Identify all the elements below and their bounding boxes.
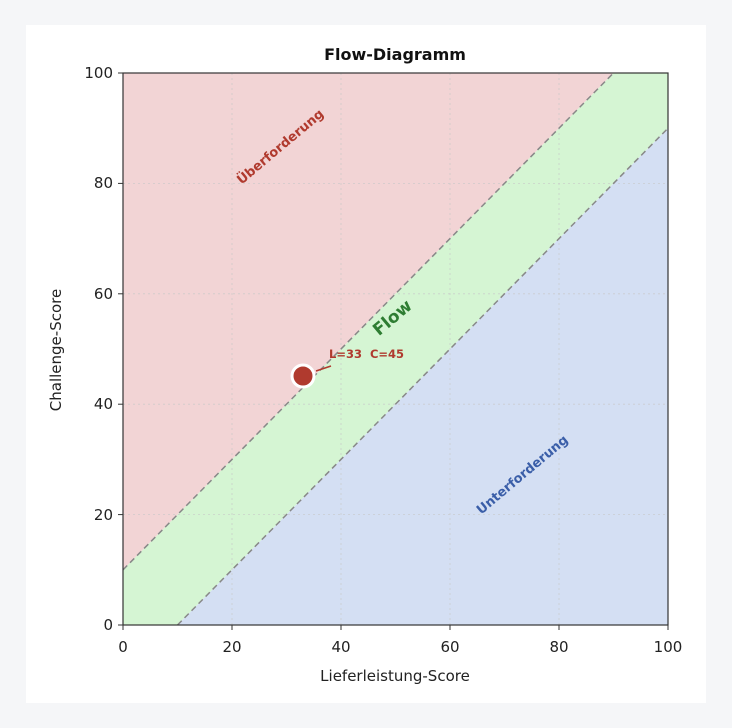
x-tick-label: 0 [118, 638, 128, 656]
x-tick-label: 100 [654, 638, 683, 656]
y-tick-label: 40 [94, 395, 113, 413]
y-tick-label: 0 [103, 616, 113, 634]
region-flow [123, 73, 668, 625]
x-tick-label: 40 [331, 638, 350, 656]
y-tick-label: 80 [94, 174, 113, 192]
plot-area [123, 73, 668, 625]
y-tick-label: 20 [94, 506, 113, 524]
data-point[interactable] [290, 363, 316, 389]
x-tick-label: 20 [222, 638, 241, 656]
annotation-leader-line [315, 365, 332, 372]
lower-boundary-line [176, 127, 668, 625]
chart-title: Flow-Diagramm [324, 45, 466, 64]
x-ticks [122, 625, 669, 630]
y-ticks [118, 72, 123, 626]
y-axis-label: Challenge-Score [47, 289, 65, 411]
x-axis-label: Lieferleistung-Score [320, 667, 470, 685]
axes-frame [122, 72, 669, 626]
grid [123, 73, 668, 625]
x-tick-label: 60 [440, 638, 459, 656]
y-tick-label: 60 [94, 285, 113, 303]
x-tick-label: 80 [549, 638, 568, 656]
upper-boundary-line [123, 73, 615, 571]
y-tick-label: 100 [84, 64, 113, 82]
data-point-label: L=33 C=45 [329, 347, 404, 361]
